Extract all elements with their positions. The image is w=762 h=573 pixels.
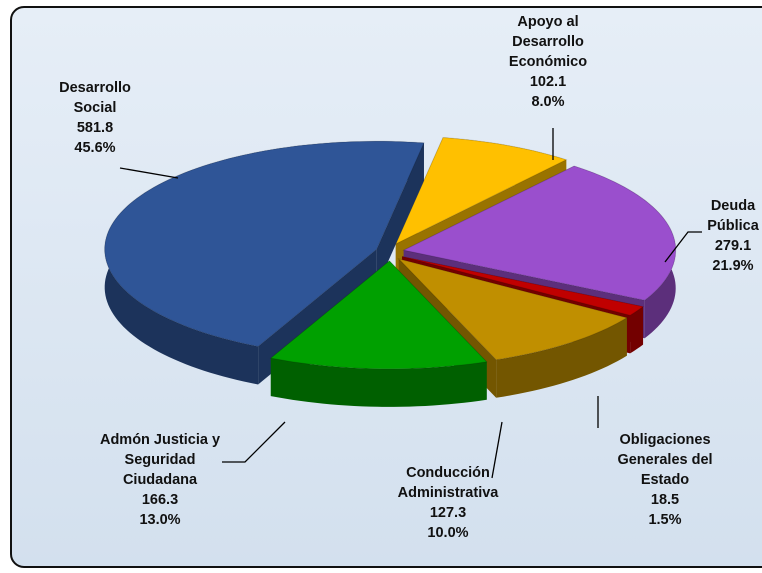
value-label: 581.8 <box>76 120 114 136</box>
category-label: Desarrollo Social <box>59 80 131 116</box>
data-label: Conducción Administrativa 127.3 10.0% <box>398 463 499 543</box>
percent-label: 10.0% <box>427 525 469 541</box>
leader-line <box>119 167 179 179</box>
percent-label: 13.0% <box>139 512 181 528</box>
percent-label: 8.0% <box>531 94 565 110</box>
slice <box>402 165 677 301</box>
slice-wall <box>376 142 424 288</box>
percent-label: 21.9% <box>712 258 754 274</box>
category-label: Deuda Pública <box>707 198 759 234</box>
slice <box>104 140 425 348</box>
category-label: Conducción Administrativa <box>397 465 499 501</box>
slice-side <box>270 358 487 407</box>
category-label: Apoyo al Desarrollo Económico <box>508 14 588 70</box>
value-label: 127.3 <box>429 505 467 521</box>
value-label: 279.1 <box>714 238 752 254</box>
leader-line <box>664 231 702 263</box>
slice <box>397 257 629 361</box>
category-label: Obligaciones Generales del Estado <box>617 432 713 488</box>
slice <box>401 256 645 316</box>
data-label: Deuda Pública 279.1 21.9% <box>707 196 759 276</box>
value-label: 18.5 <box>650 492 680 508</box>
leader-line <box>491 421 503 479</box>
data-label: Desarrollo Social 581.8 45.6% <box>59 78 131 158</box>
slice <box>394 137 568 245</box>
value-label: 166.3 <box>141 492 179 508</box>
data-label: Obligaciones Generales del Estado 18.5 1.5… <box>617 430 712 530</box>
data-label: Apoyo al Desarrollo Económico 102.1 8.0% <box>509 12 587 112</box>
value-label: 102.1 <box>529 74 567 90</box>
percent-label: 1.5% <box>648 512 682 528</box>
data-label: Admón Justicia y Seguridad Ciudadana 166.… <box>100 430 220 530</box>
slice <box>269 260 488 370</box>
leader-line <box>222 421 286 463</box>
percent-label: 45.6% <box>74 140 116 156</box>
category-label: Admón Justicia y Seguridad Ciudadana <box>99 432 221 488</box>
